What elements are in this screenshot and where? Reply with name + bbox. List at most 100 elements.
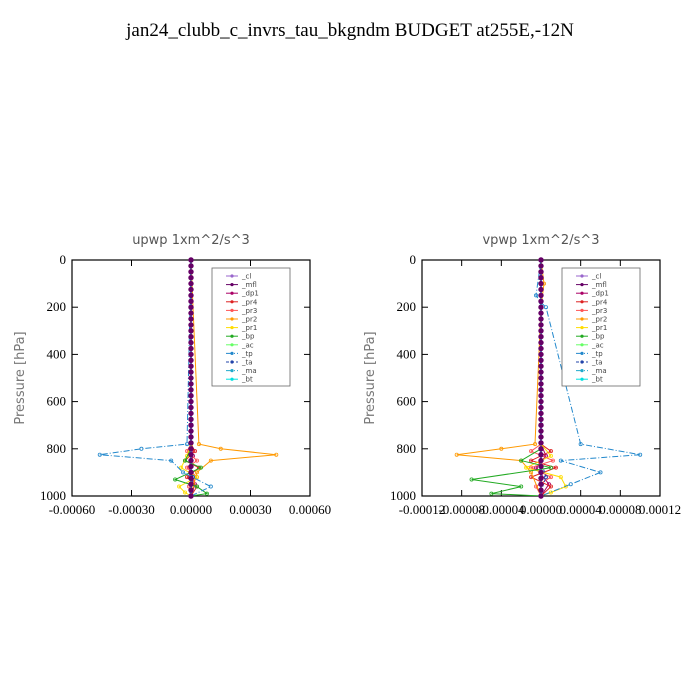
legend-marker (580, 334, 584, 338)
x-tick-label: -0.00008 (438, 502, 485, 517)
legend-label: _pr1 (241, 324, 257, 332)
x-tick-label: -0.00012 (399, 502, 446, 517)
profile-marker (538, 334, 544, 340)
data-point (548, 465, 553, 470)
profile-marker (538, 393, 544, 399)
profile-marker (538, 452, 544, 458)
legend-box (211, 267, 291, 387)
legend-box (561, 267, 641, 387)
profile-marker (538, 463, 544, 470)
legend-marker (230, 291, 234, 295)
y-tick-label: 0 (60, 252, 67, 267)
legend-label: _ac (591, 341, 604, 349)
data-point (558, 458, 563, 463)
profile-marker (538, 298, 544, 304)
profile-marker (538, 257, 544, 263)
profile-marker (538, 434, 544, 440)
data-point (533, 442, 538, 447)
data-point (192, 449, 197, 454)
data-point (274, 452, 279, 457)
data-point (534, 293, 539, 298)
profile-marker (188, 339, 194, 346)
panel-title: vpwp 1xm^2/s^3 (482, 233, 599, 248)
legend-label: _mfl (591, 281, 607, 289)
profile-marker (188, 363, 194, 369)
profile-marker (538, 469, 544, 476)
profile-marker (188, 316, 194, 322)
y-tick-label: 600 (47, 394, 67, 409)
legend-label: _dp1 (241, 290, 259, 298)
profile-marker (538, 351, 544, 358)
data-point (196, 442, 201, 447)
data-point (519, 484, 524, 489)
legend-marker (580, 308, 584, 312)
profile-marker (188, 280, 194, 287)
x-tick-label: 0.00008 (599, 502, 641, 517)
series-line-tp (99, 260, 212, 496)
profile-marker (538, 440, 544, 446)
legend-marker (230, 283, 234, 287)
x-tick-label: -0.00004 (478, 502, 525, 517)
legend-label: _pr3 (591, 307, 607, 315)
series-line-tp (535, 260, 641, 496)
data-point (548, 484, 553, 489)
profile-marker (538, 263, 544, 269)
legend-label: _pr2 (241, 316, 257, 324)
profile-marker (538, 481, 544, 487)
data-point (183, 458, 188, 463)
data-point (177, 484, 182, 489)
legend-label: _tp (591, 350, 603, 358)
data-point (139, 446, 144, 451)
legend-marker (230, 360, 234, 364)
data-point (179, 465, 184, 470)
data-point (181, 470, 186, 475)
profile-marker (538, 410, 544, 417)
legend-marker (230, 317, 234, 321)
data-point (548, 490, 553, 495)
legend-label: _tp (241, 350, 253, 358)
profile-marker (188, 446, 194, 452)
legend-marker (230, 308, 234, 312)
legend-marker (230, 274, 234, 278)
x-tick-label: 0.00060 (289, 502, 331, 517)
legend-marker (580, 283, 584, 287)
profile-marker (538, 357, 544, 363)
legend-marker (580, 343, 584, 347)
y-tick-label: 400 (47, 346, 67, 361)
profile-marker (538, 328, 544, 334)
x-tick-label: 0.00000 (170, 502, 212, 517)
profile-marker (538, 316, 544, 322)
legend-label: _pr3 (241, 307, 257, 315)
profile-marker (188, 416, 194, 422)
profile-marker (538, 493, 544, 499)
profile-marker (538, 475, 544, 481)
data-point (638, 452, 643, 457)
x-tick-label: 0.00000 (520, 502, 562, 517)
data-point (194, 475, 199, 480)
profile-marker (538, 286, 544, 293)
y-tick-label: 200 (397, 299, 417, 314)
panel-1: upwp 1xm^2/s^3 Pressure [hPa] 0 200 400 600 80… (13, 233, 331, 517)
legend-label: _bp (241, 333, 255, 341)
data-point (550, 458, 555, 463)
legend-label: _mfl (241, 281, 257, 289)
profile-marker (188, 422, 194, 428)
profile-marker (188, 381, 194, 387)
legend-label: _ac (241, 341, 254, 349)
y-tick-label: 400 (397, 346, 417, 361)
profile-marker (538, 369, 544, 375)
profile-marker (188, 286, 194, 293)
profile-marker (188, 257, 194, 263)
profile-marker (188, 457, 194, 464)
data-point (97, 452, 102, 457)
profile-marker (188, 428, 194, 434)
data-point (169, 458, 174, 463)
y-tick-label: 800 (397, 441, 417, 456)
legend-marker (580, 326, 584, 330)
data-point (173, 477, 178, 482)
x-tick-label: -0.00060 (49, 502, 96, 517)
profile-marker (188, 463, 194, 470)
profile-marker (188, 469, 194, 476)
data-point (204, 491, 209, 496)
legend-label: _cl (591, 273, 601, 281)
